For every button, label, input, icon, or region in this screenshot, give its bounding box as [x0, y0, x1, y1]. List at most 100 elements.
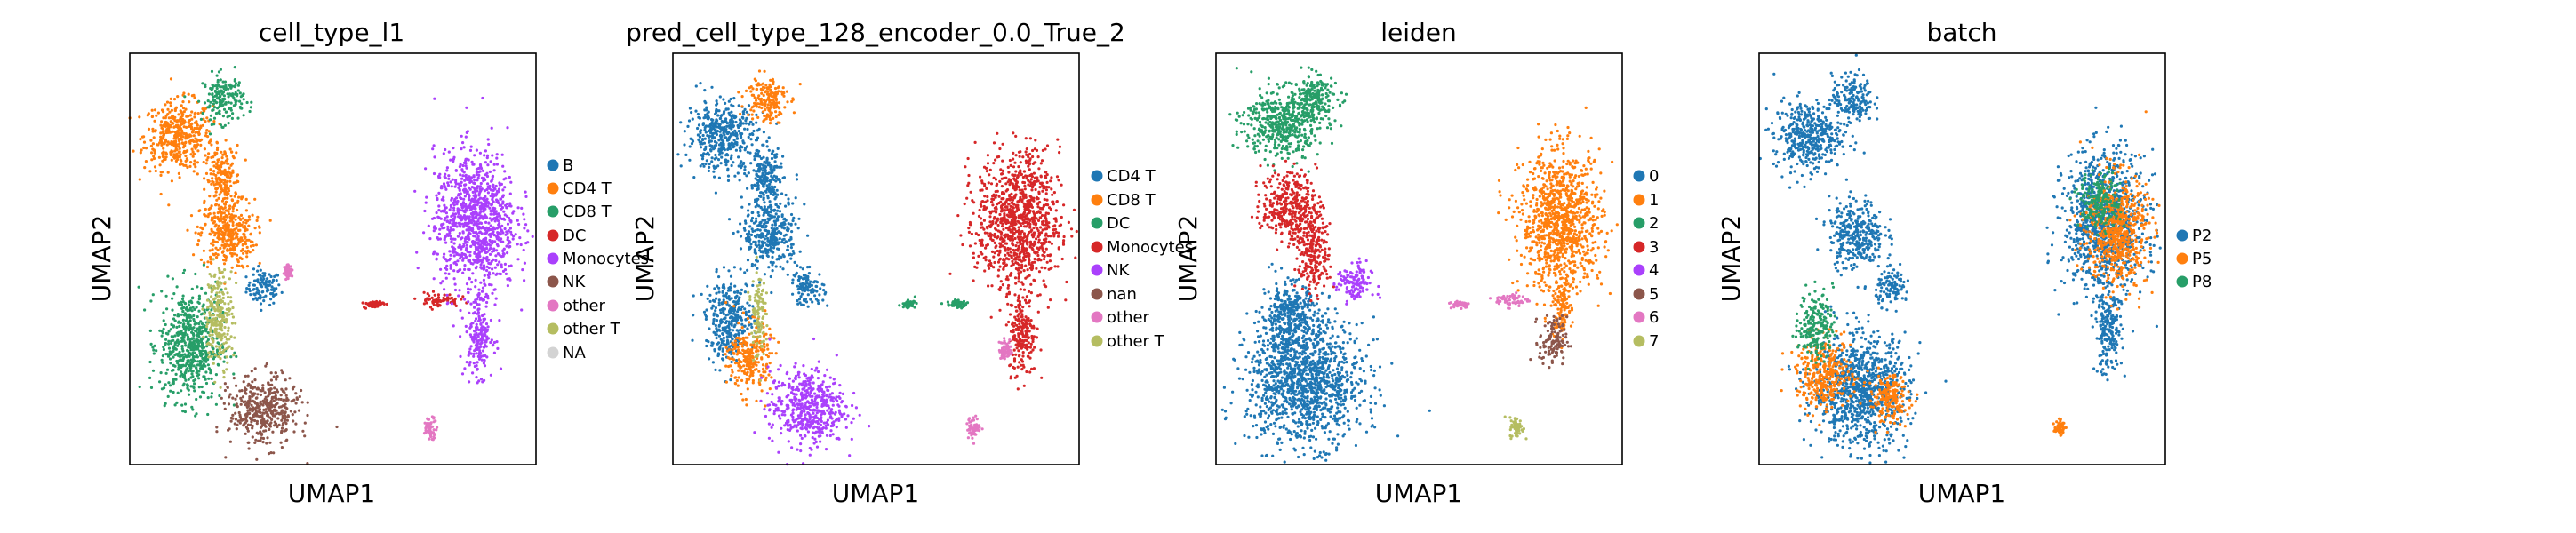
data-point — [210, 227, 213, 231]
data-point — [193, 389, 196, 393]
data-point — [768, 213, 772, 217]
data-point — [183, 95, 187, 99]
data-point — [178, 354, 181, 358]
data-point — [227, 100, 230, 104]
data-point — [208, 311, 212, 314]
data-point — [798, 250, 802, 253]
data-point — [714, 143, 718, 147]
data-point — [488, 262, 492, 266]
data-point — [164, 322, 167, 327]
data-point — [209, 369, 212, 372]
data-point — [148, 360, 152, 364]
data-point — [485, 330, 489, 333]
data-point — [462, 197, 466, 201]
data-point — [729, 123, 732, 127]
data-point — [437, 204, 441, 208]
data-point — [194, 165, 197, 169]
data-point — [242, 232, 245, 236]
data-point — [232, 181, 236, 185]
data-point — [181, 410, 185, 413]
data-point — [187, 303, 191, 306]
data-point — [247, 224, 251, 227]
data-point — [786, 260, 789, 264]
data-point — [184, 163, 188, 167]
data-point — [204, 349, 207, 353]
data-point — [728, 126, 732, 130]
data-point — [755, 217, 758, 220]
data-point — [747, 230, 751, 234]
data-point — [266, 436, 269, 440]
data-point — [484, 161, 488, 164]
data-point — [187, 121, 190, 124]
data-point — [690, 111, 693, 115]
data-point — [764, 190, 768, 194]
data-point — [244, 209, 248, 212]
data-point — [162, 319, 165, 322]
data-point — [506, 251, 509, 255]
data-point — [273, 420, 276, 424]
data-point — [196, 243, 200, 247]
data-point — [755, 173, 758, 177]
data-point — [156, 111, 160, 115]
data-point — [162, 116, 165, 120]
data-point — [490, 203, 493, 207]
data-point — [444, 172, 447, 176]
data-point — [476, 361, 479, 364]
data-point — [215, 141, 219, 145]
data-point — [251, 424, 254, 428]
data-point — [173, 364, 177, 368]
data-point — [178, 324, 181, 328]
data-point — [473, 311, 476, 314]
data-point — [268, 383, 272, 387]
data-point — [265, 362, 268, 366]
data-point — [229, 173, 233, 177]
data-point — [765, 156, 769, 160]
data-point — [471, 214, 475, 218]
data-point — [180, 389, 183, 393]
data-point — [227, 302, 230, 306]
data-point — [218, 290, 221, 294]
data-point — [374, 305, 378, 308]
data-point — [231, 220, 235, 225]
data-point — [780, 165, 783, 169]
data-point — [259, 389, 262, 393]
data-point — [478, 217, 482, 220]
data-point — [253, 367, 257, 370]
data-point — [445, 169, 449, 172]
data-point — [522, 248, 525, 252]
data-point — [228, 207, 231, 211]
data-point — [267, 402, 270, 406]
data-point — [239, 256, 243, 260]
data-point — [208, 140, 212, 144]
data-point — [229, 163, 233, 167]
data-point — [759, 206, 763, 210]
data-point — [212, 306, 215, 309]
data-point — [273, 274, 276, 278]
data-point — [222, 211, 226, 215]
data-point — [472, 362, 476, 365]
data-point — [216, 227, 220, 232]
data-point — [210, 204, 213, 208]
data-point — [158, 380, 162, 384]
data-point — [254, 438, 258, 442]
data-point — [699, 131, 702, 135]
data-point — [182, 327, 186, 330]
data-point — [252, 400, 256, 403]
data-point — [754, 263, 757, 266]
data-point — [756, 181, 760, 185]
data-point — [749, 138, 753, 141]
data-point — [231, 306, 235, 310]
data-point — [460, 298, 463, 301]
data-point — [227, 231, 230, 235]
data-point — [809, 298, 812, 301]
data-point — [748, 238, 752, 242]
data-point — [713, 123, 716, 126]
data-point — [236, 258, 239, 261]
data-point — [259, 296, 262, 299]
data-point — [271, 279, 275, 282]
data-point — [488, 184, 492, 188]
data-point — [523, 227, 526, 230]
data-point — [213, 380, 217, 384]
data-point — [432, 216, 436, 220]
data-point — [139, 151, 142, 155]
